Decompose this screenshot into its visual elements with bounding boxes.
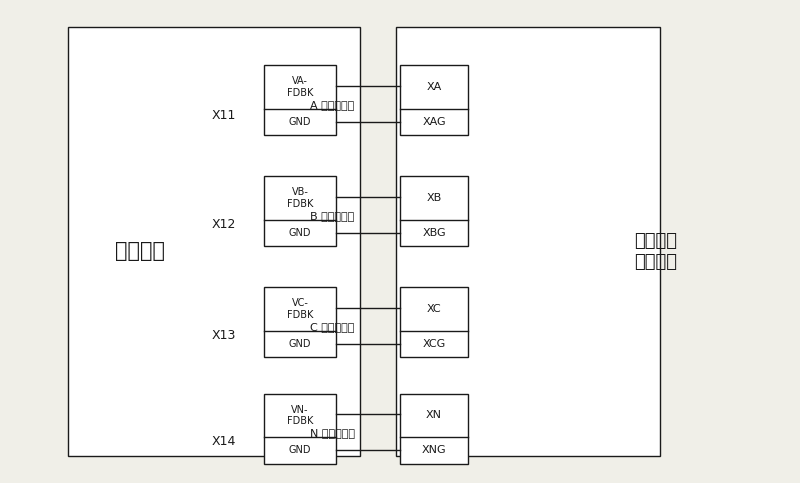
- Text: XCG: XCG: [422, 339, 446, 349]
- Bar: [400, 176, 468, 246]
- Bar: [68, 27, 360, 456]
- Text: XB: XB: [426, 193, 442, 203]
- Bar: [396, 27, 660, 456]
- Text: X13: X13: [212, 329, 236, 342]
- Text: XAG: XAG: [422, 117, 446, 127]
- Bar: [264, 176, 336, 246]
- Text: XBG: XBG: [422, 228, 446, 238]
- Bar: [264, 394, 336, 464]
- Bar: [400, 394, 468, 464]
- Text: XN: XN: [426, 411, 442, 420]
- Text: X11: X11: [212, 110, 236, 122]
- Text: GND: GND: [289, 228, 311, 238]
- Text: GND: GND: [289, 117, 311, 127]
- Text: VC-
FDBK: VC- FDBK: [287, 298, 313, 320]
- Text: VB-
FDBK: VB- FDBK: [287, 187, 313, 209]
- Bar: [400, 287, 468, 357]
- Text: B 相电压反馈: B 相电压反馈: [310, 211, 354, 221]
- Text: 主控单元: 主控单元: [115, 241, 165, 261]
- Text: X12: X12: [212, 218, 236, 231]
- Text: VA-
FDBK: VA- FDBK: [287, 76, 313, 98]
- Text: N 相电压反馈: N 相电压反馈: [310, 428, 354, 438]
- Text: GND: GND: [289, 339, 311, 349]
- Bar: [264, 287, 336, 357]
- Text: XNG: XNG: [422, 445, 446, 455]
- Bar: [264, 65, 336, 135]
- Bar: [400, 65, 468, 135]
- Text: 交流侧电
压互感器: 交流侧电 压互感器: [634, 232, 678, 270]
- Text: XC: XC: [426, 304, 442, 314]
- Text: XA: XA: [426, 82, 442, 92]
- Text: X14: X14: [212, 436, 236, 448]
- Text: VN-
FDBK: VN- FDBK: [287, 405, 313, 426]
- Text: GND: GND: [289, 445, 311, 455]
- Text: A 相电压反馈: A 相电压反馈: [310, 100, 354, 110]
- Text: C 相电压反馈: C 相电压反馈: [310, 322, 354, 332]
